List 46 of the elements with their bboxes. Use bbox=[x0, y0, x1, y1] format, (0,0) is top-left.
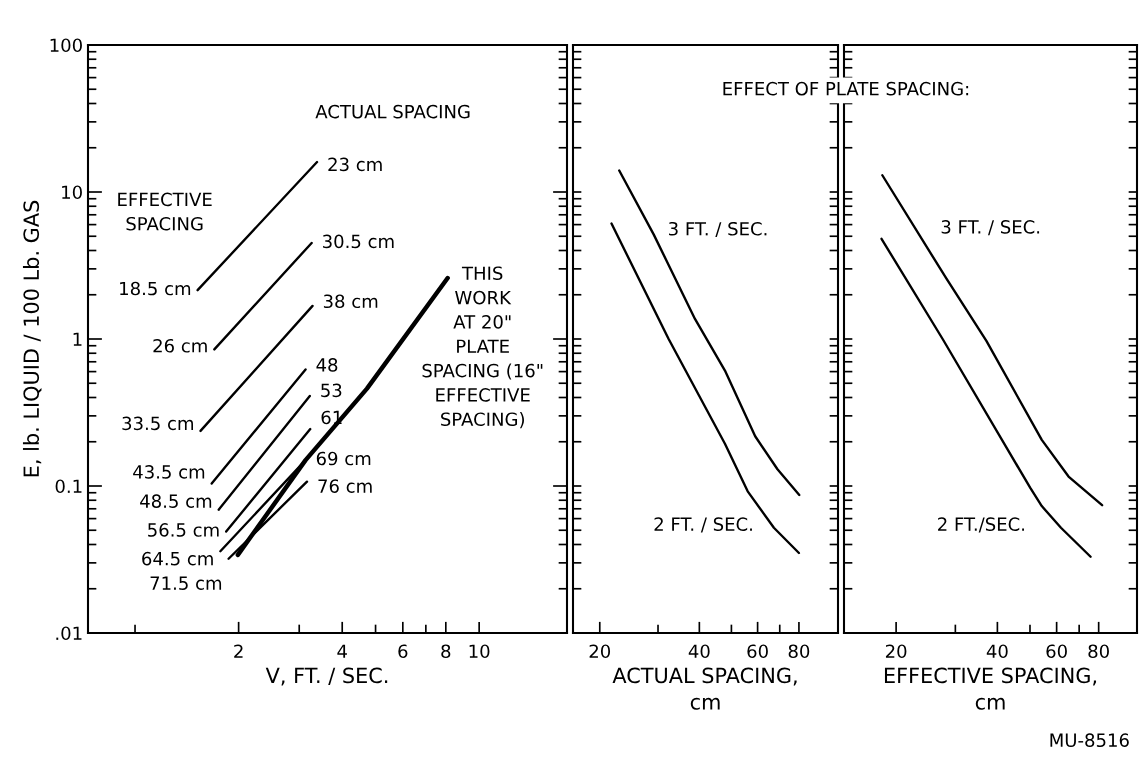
annotation: THIS WORK AT 20" PLATE SPACING (16" EFFECTIVE SPACING) bbox=[422, 266, 543, 429]
annotation: 38 cm bbox=[323, 294, 378, 309]
series-label: 3 FT. / SEC. bbox=[941, 220, 1040, 236]
x-tick-label: 8 bbox=[441, 644, 451, 659]
x-tick-label: 80 bbox=[1088, 644, 1109, 659]
annotation: 69 cm bbox=[316, 451, 371, 466]
y-tick-label: 100 bbox=[50, 38, 82, 53]
annotation: 48.5 cm bbox=[140, 494, 212, 508]
x-tick-label: 60 bbox=[747, 644, 768, 659]
x-axis-title: V, FT. / SEC. bbox=[265, 667, 388, 686]
x-tick-label: 4 bbox=[337, 644, 347, 658]
annotation: 18.5 cm bbox=[120, 281, 191, 296]
annotation: 26 cm bbox=[153, 338, 207, 353]
x-tick-label: 40 bbox=[688, 644, 710, 659]
series-label: 2 FT. / SEC. bbox=[654, 517, 752, 533]
y-tick-label: 10 bbox=[62, 185, 82, 200]
x-axis-title: EFFECTIVE SPACING, cm bbox=[884, 667, 1097, 710]
annotation: 48 bbox=[316, 358, 338, 372]
y-tick-label: 1 bbox=[73, 332, 82, 346]
text: MU-8516 bbox=[1050, 733, 1129, 748]
x-tick-label: 2 bbox=[234, 644, 243, 658]
y-tick-label: 0.1 bbox=[55, 479, 82, 494]
annotation: 23 cm bbox=[328, 157, 382, 172]
annotation: EFFECTIVE SPACING bbox=[118, 192, 212, 231]
annotation: 53 bbox=[321, 383, 342, 398]
annotation: 43.5 cm bbox=[133, 465, 205, 479]
x-tick-label: 60 bbox=[1046, 644, 1067, 659]
x-tick-label: 20 bbox=[589, 644, 611, 659]
series-label: 2 FT./SEC. bbox=[938, 517, 1025, 533]
x-tick-label: 80 bbox=[788, 644, 810, 659]
x-tick-label: 20 bbox=[885, 644, 907, 659]
series-label: 3 FT. / SEC. bbox=[669, 221, 767, 238]
annotation: 76 cm bbox=[318, 479, 372, 493]
annotation: 71.5 cm bbox=[150, 576, 222, 590]
annotation: 56.5 cm bbox=[148, 523, 219, 537]
annotation: 64.5 cm bbox=[142, 551, 213, 566]
x-tick-label: 6 bbox=[398, 644, 408, 659]
x-tick-label: 40 bbox=[986, 644, 1008, 659]
annotation: ACTUAL SPACING bbox=[315, 104, 470, 119]
x-axis-title: ACTUAL SPACING, cm bbox=[612, 667, 797, 710]
y-tick-label: .01 bbox=[56, 626, 82, 641]
annotation: 33.5 cm bbox=[122, 416, 193, 431]
annotation: EFFECT OF PLATE SPACING: bbox=[723, 81, 969, 96]
y-axis-title: E, lb. LIQUID / 100 Lb. GAS bbox=[22, 200, 42, 477]
x-tick-label: 10 bbox=[469, 644, 490, 659]
annotation: 30.5 cm bbox=[323, 234, 394, 249]
